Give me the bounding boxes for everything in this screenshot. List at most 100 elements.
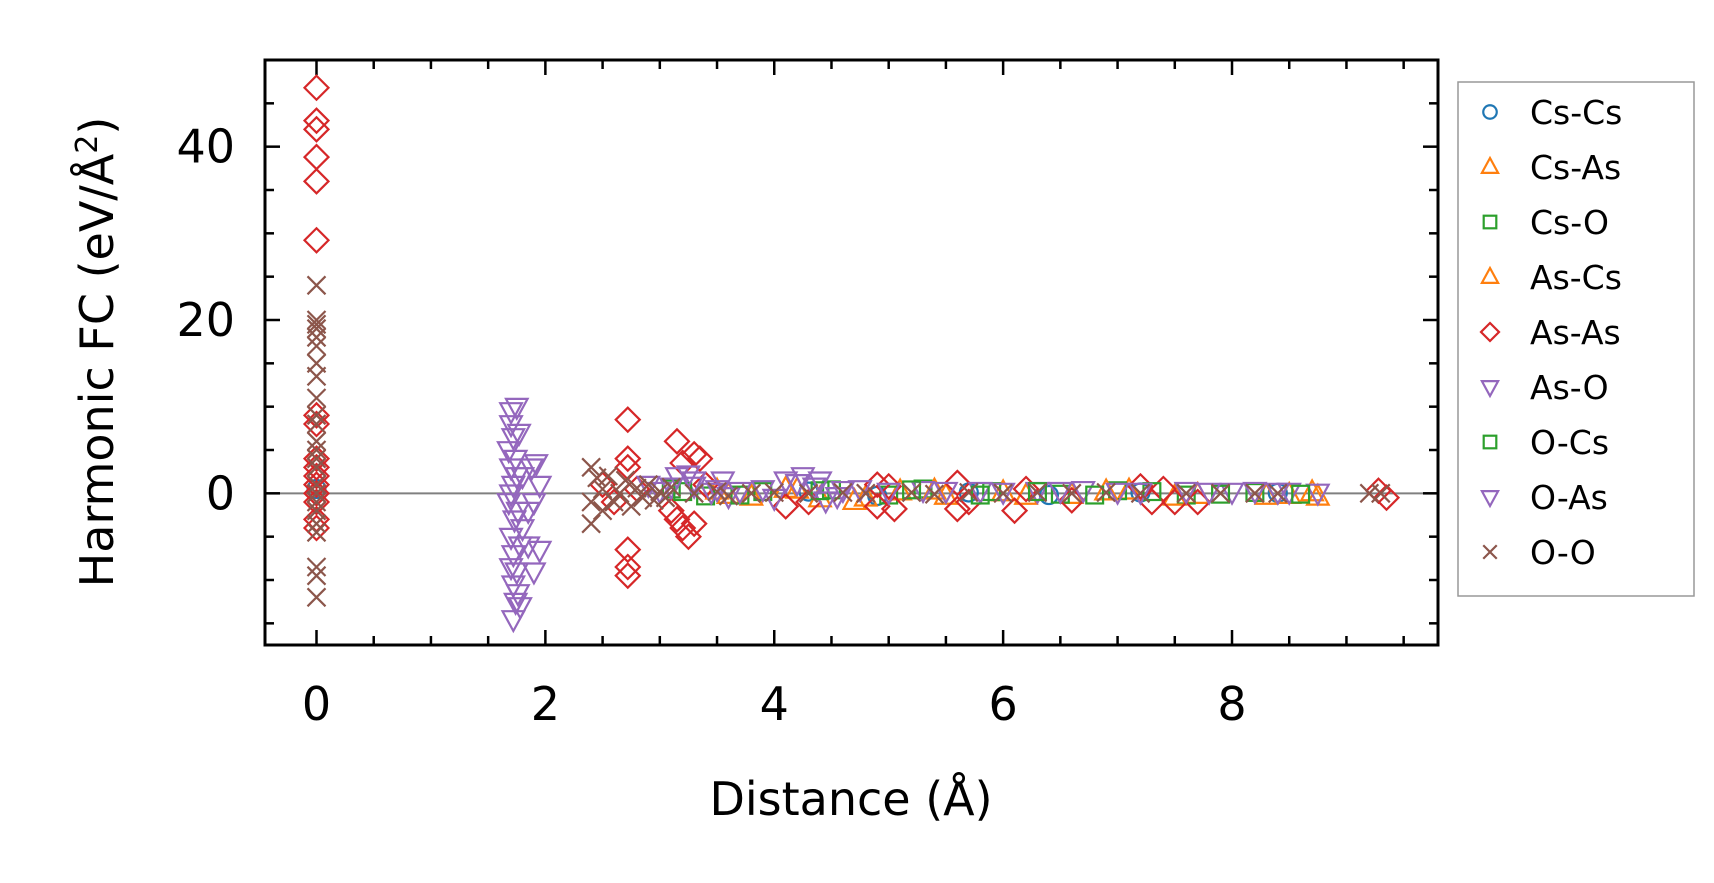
- data-point: [581, 457, 601, 478]
- data-point: [306, 483, 327, 504]
- data-point: [306, 474, 327, 495]
- legend-label: As-Cs: [1530, 258, 1622, 297]
- legend-marker: [1482, 104, 1498, 120]
- data-point: [663, 505, 691, 533]
- data-point: [813, 491, 839, 515]
- data-point: [306, 513, 327, 534]
- markers-layer: [302, 74, 1401, 634]
- data-point: [880, 495, 908, 523]
- data-point: [614, 553, 642, 581]
- data-point: [306, 457, 327, 478]
- data-point: [1173, 481, 1199, 506]
- data-point: [902, 480, 922, 500]
- data-point: [496, 493, 522, 517]
- data-point: [1268, 483, 1288, 504]
- data-point: [500, 475, 526, 499]
- x-tick-label: 0: [302, 677, 331, 731]
- data-point: [302, 488, 331, 516]
- data-point: [506, 423, 532, 447]
- data-point: [1242, 481, 1268, 506]
- legend-marker: [1482, 544, 1498, 560]
- data-point: [505, 584, 531, 608]
- data-point: [675, 465, 702, 489]
- data-point: [500, 610, 526, 634]
- x-tick-label: 6: [988, 677, 1017, 731]
- data-point: [302, 462, 331, 490]
- data-point: [302, 226, 331, 254]
- legend-marker: [1482, 214, 1498, 230]
- data-point: [1196, 482, 1222, 506]
- data-point: [1219, 482, 1245, 506]
- data-point: [302, 167, 331, 195]
- data-point: [887, 477, 913, 501]
- data-point: [614, 562, 642, 590]
- data-point: [306, 565, 327, 586]
- data-point: [750, 480, 776, 504]
- data-point: [1299, 478, 1325, 502]
- y-tick-label: 20: [176, 293, 235, 347]
- data-point: [833, 482, 853, 503]
- data-point: [302, 107, 331, 135]
- data-point: [1130, 483, 1151, 504]
- data-point: [1027, 482, 1047, 502]
- y-tick-label: 0: [206, 466, 235, 520]
- x-tick-label: 2: [531, 677, 560, 731]
- y-axis-title: Harmonic FC (eV/Å2): [70, 117, 124, 588]
- data-point: [581, 492, 601, 512]
- data-point: [764, 482, 785, 503]
- legend: Cs-Cs Cs-As Cs-O As-Cs As-As As-O O-Cs O-As O-O: [1457, 81, 1695, 597]
- data-point: [773, 471, 799, 495]
- data-point: [507, 597, 533, 621]
- data-point: [1093, 477, 1119, 501]
- data-point: [502, 592, 529, 616]
- data-point: [592, 500, 613, 521]
- x-tick-label: 8: [1217, 677, 1246, 731]
- data-point: [790, 467, 816, 491]
- data-point: [306, 440, 327, 460]
- data-point: [609, 483, 630, 504]
- data-point: [876, 482, 902, 506]
- legend-marker: [1480, 265, 1500, 284]
- data-point: [830, 480, 856, 505]
- labels-layer: 0 2 4 6 8 0 20 40: [176, 120, 1246, 731]
- data-point: [306, 388, 327, 408]
- legend-label: As-O: [1530, 368, 1609, 407]
- data-point: [621, 496, 641, 517]
- data-point: [967, 481, 993, 506]
- data-point: [504, 467, 530, 491]
- data-point: [990, 478, 1016, 502]
- x-axis-title: Distance (Å): [709, 772, 992, 826]
- data-point: [644, 490, 664, 511]
- data-point: [1211, 484, 1231, 504]
- data-point: [498, 484, 524, 508]
- data-point: [1012, 475, 1040, 503]
- data-point: [306, 557, 327, 577]
- data-point: [507, 536, 533, 560]
- data-point: [306, 522, 327, 543]
- data-point: [306, 336, 327, 356]
- y-tick-label: 40: [176, 120, 235, 174]
- data-point: [592, 479, 613, 499]
- data-point: [1096, 482, 1116, 503]
- data-point: [738, 482, 765, 506]
- data-point: [807, 471, 833, 495]
- data-point: [990, 482, 1016, 506]
- data-point: [801, 477, 827, 501]
- data-point: [306, 414, 327, 434]
- legend-label: O-Cs: [1530, 423, 1609, 462]
- plot-frame: [263, 58, 1440, 647]
- data-point: [657, 497, 685, 525]
- data-point: [627, 478, 647, 498]
- data-point: [604, 492, 624, 512]
- data-point: [501, 510, 528, 534]
- y-axis-title-close: ): [70, 117, 124, 135]
- y-axis-title-superscript: 2: [70, 135, 105, 154]
- data-point: [933, 481, 959, 506]
- data-point: [698, 482, 724, 506]
- data-point: [1371, 483, 1391, 504]
- data-point: [306, 327, 327, 348]
- data-point: [581, 513, 601, 534]
- data-point: [1210, 483, 1231, 504]
- data-point: [306, 587, 327, 608]
